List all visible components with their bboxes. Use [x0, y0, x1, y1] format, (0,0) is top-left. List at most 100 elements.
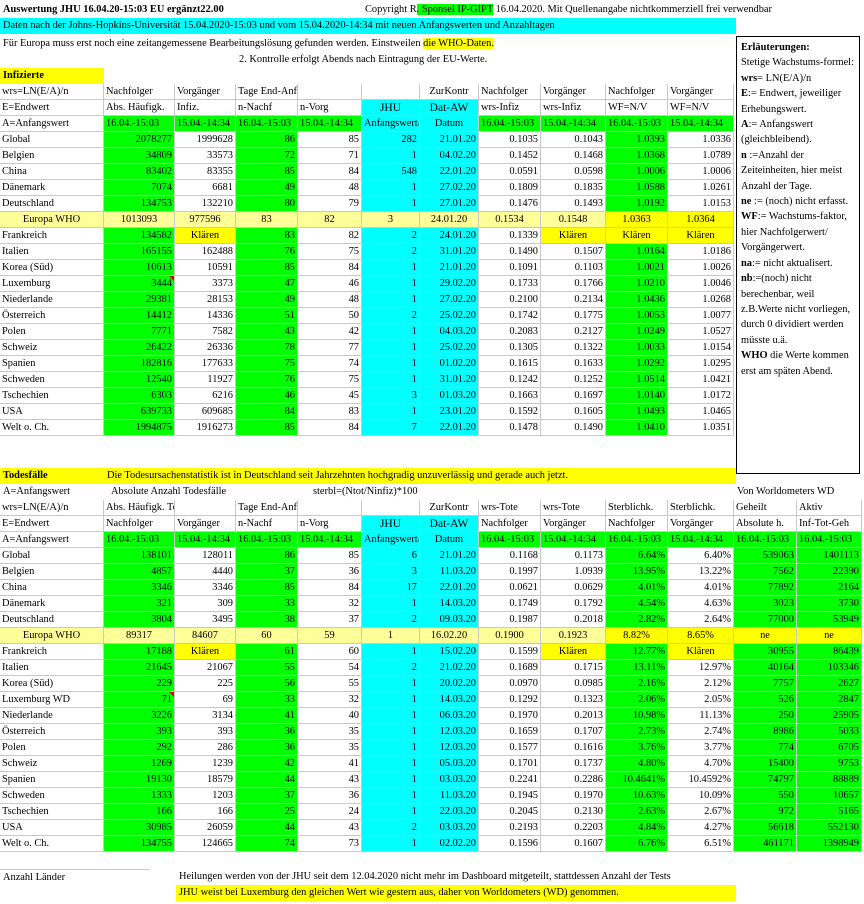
deaths-cell: 2.16% [606, 676, 668, 692]
deaths-cell: 4440 [175, 564, 236, 580]
deaths-row-label: Spanien [0, 772, 104, 788]
infected-cell: 0.1493 [541, 196, 606, 212]
infected-row-label: Österreich [0, 308, 104, 324]
deaths-cell: 86439 [797, 644, 862, 660]
explanation-item: wrs= LN(E/A)/n [741, 71, 855, 86]
infected-cell: 0.1534 [479, 212, 541, 228]
deaths-cell: 03.03.20 [420, 820, 479, 836]
deaths-cell: 972 [734, 804, 797, 820]
deaths-header-row: A=Anfangswert 16.04.-15:03 15.04.-14:34 16.… [0, 532, 862, 548]
infected-cell: 0.1452 [479, 148, 541, 164]
deaths-cell: 0.1715 [541, 660, 606, 676]
infected-header-cell: wrs-Infiz [479, 100, 541, 116]
explanation-text: := Endwert, jeweiliger Erhebungswert. [741, 88, 842, 115]
deaths-cell: Klären [175, 644, 236, 660]
deaths-row: China 3346 3346 85 84 17 22.01.20 0.0621 0.0629 4… [0, 580, 862, 596]
infected-cell: 165155 [104, 244, 175, 260]
infected-cell: 1.0527 [668, 324, 734, 340]
deaths-cell: 2 [362, 820, 420, 836]
deaths-cell: 0.1749 [479, 596, 541, 612]
deaths-section-note: Die Todesursachenstatistik ist in Deutsc… [104, 468, 736, 484]
infected-header-cell: n-Nachf [236, 100, 298, 116]
deaths-cell: 6.51% [668, 836, 734, 852]
infected-cell: 27.01.20 [420, 196, 479, 212]
infected-cell: 0.1043 [541, 132, 606, 148]
infected-cell: 01.03.20 [420, 388, 479, 404]
deaths-cell: 61 [236, 644, 298, 660]
infected-row: Belgien 34809 33573 72 71 1 04.02.20 0.1452 0.14… [0, 148, 734, 164]
infected-cell: 7074 [104, 180, 175, 196]
deaths-cell: 6.40% [668, 548, 734, 564]
infected-row-label: Niederlande [0, 292, 104, 308]
deaths-cell: Klären [668, 644, 734, 660]
deaths-cell: 2164 [797, 580, 862, 596]
infected-cell: 1.0210 [606, 276, 668, 292]
deaths-row-label: Belgien [0, 564, 104, 580]
deaths-cell: 3346 [104, 580, 175, 596]
infected-cell: 1.0077 [668, 308, 734, 324]
deaths-cell: 2 [362, 660, 420, 676]
infected-cell: 0.1476 [479, 196, 541, 212]
infected-cell: 0.2100 [479, 292, 541, 308]
deaths-cell: 2.64% [668, 612, 734, 628]
deaths-cell: 1401113 [797, 548, 862, 564]
explanation-item: E:= Endwert, jeweiliger Erhebungswert. [741, 86, 855, 117]
deaths-header-cell: 15.04.-14:34 [175, 532, 236, 548]
infected-header-cell: E=Endwert [0, 100, 104, 116]
deaths-cell: 0.1970 [479, 708, 541, 724]
infected-cell: 0.1809 [479, 180, 541, 196]
deaths-cell: 774 [734, 740, 797, 756]
deaths-cell: 0.1900 [479, 628, 541, 644]
deaths-cell: 2627 [797, 676, 862, 692]
infected-cell: 77 [298, 340, 362, 356]
explanation-item: na:= nicht aktualisert. [741, 256, 855, 271]
deaths-cell: 3804 [104, 612, 175, 628]
infected-cell: 43 [236, 324, 298, 340]
deaths-cell: 3226 [104, 708, 175, 724]
infected-cell: 1.0006 [668, 164, 734, 180]
infected-cell: 1.0268 [668, 292, 734, 308]
deaths-cell: 15400 [734, 756, 797, 772]
deaths-cell: 10.09% [668, 788, 734, 804]
deaths-row-label: Frankreich [0, 644, 104, 660]
deaths-header-row: E=Endwert Nachfolger Vorgänger n-Nachf n-Vor… [0, 516, 862, 532]
deaths-row: Frankreich 17188 Klären 61 60 1 15.02.20 0.1599… [0, 644, 862, 660]
infected-cell: 0.2127 [541, 324, 606, 340]
infected-row: Niederlande 29381 28153 49 48 1 27.02.20 0.2100… [0, 292, 734, 308]
infected-cell: 6216 [175, 388, 236, 404]
deaths-cell: 393 [175, 724, 236, 740]
infected-cell: 14412 [104, 308, 175, 324]
deaths-cell: 6705 [797, 740, 862, 756]
infected-cell: 29.02.20 [420, 276, 479, 292]
infected-cell: 1 [362, 260, 420, 276]
infected-header-cell: Nachfolger [479, 84, 541, 100]
infected-cell: 1.0393 [606, 132, 668, 148]
deaths-cell: 2.74% [668, 724, 734, 740]
deaths-cell: 88889 [797, 772, 862, 788]
infected-row-label: Europa WHO [0, 212, 104, 228]
deaths-cell: 3.77% [668, 740, 734, 756]
infected-row: Luxemburg 3444 3373 47 46 1 29.02.20 0.1733 0.17… [0, 276, 734, 292]
deaths-cell: 43 [298, 820, 362, 836]
deaths-header-cell: 16.04.-15:03 [236, 532, 298, 548]
deaths-header-cell: Inf-Tot-Geh [797, 516, 862, 532]
infected-cell: 609685 [175, 404, 236, 420]
explanation-text: := nicht aktualisert. [751, 257, 833, 269]
deaths-cell: 59 [298, 628, 362, 644]
infected-row-label: Frankreich [0, 228, 104, 244]
infected-row: Tschechien 6303 6216 46 45 3 01.03.20 0.1663 0.1… [0, 388, 734, 404]
infected-cell: 1.0033 [606, 340, 668, 356]
deaths-cell: 89317 [104, 628, 175, 644]
deaths-row: Belgien 4857 4440 37 36 3 11.03.20 0.1997 1.0939… [0, 564, 862, 580]
deaths-cell: 02.02.20 [420, 836, 479, 852]
infected-row-label: Italien [0, 244, 104, 260]
deaths-cell: 0.1577 [479, 740, 541, 756]
infected-cell: 80 [236, 196, 298, 212]
infected-header-cell: 15.04.-14:34 [298, 116, 362, 132]
deaths-cell: 2 [362, 612, 420, 628]
deaths-row-label: China [0, 580, 104, 596]
deaths-cell: 550 [734, 788, 797, 804]
explanation-term: nb [741, 273, 753, 285]
infected-cell: 74 [298, 356, 362, 372]
infected-cell: 1.0336 [668, 132, 734, 148]
